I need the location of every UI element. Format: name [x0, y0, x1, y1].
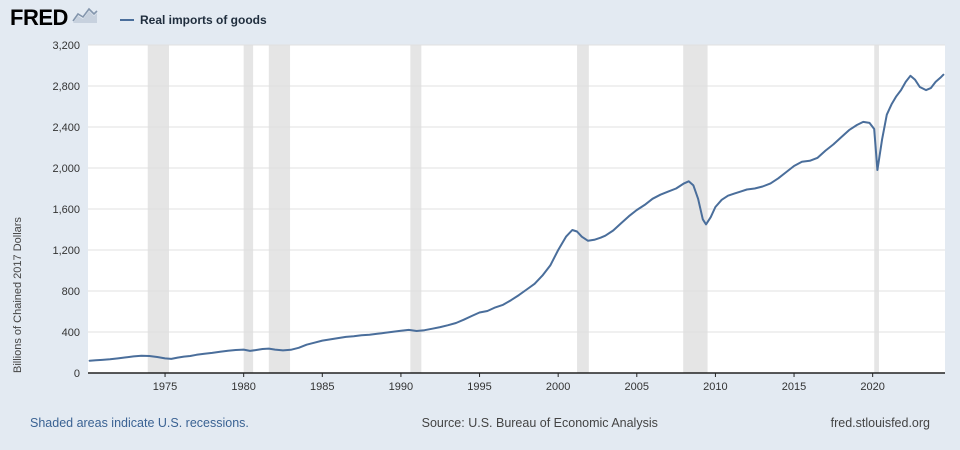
- x-tick-label: 1980: [231, 381, 255, 393]
- legend-series-label: Real imports of goods: [140, 13, 267, 27]
- y-tick-label: 0: [74, 368, 80, 380]
- fred-logo-sparkline-icon: [71, 7, 99, 30]
- chart-legend: Real imports of goods: [120, 13, 267, 27]
- y-tick-label: 1,600: [52, 204, 80, 216]
- fred-site-link[interactable]: fred.stlouisfed.org: [830, 416, 930, 430]
- x-tick-label: 2005: [625, 381, 649, 393]
- y-tick-label: 400: [62, 327, 80, 339]
- y-tick-label: 2,800: [52, 81, 80, 93]
- fred-logo[interactable]: FRED: [10, 5, 99, 31]
- x-tick-label: 1975: [153, 381, 177, 393]
- source-text: Source: U.S. Bureau of Economic Analysis: [421, 416, 658, 430]
- recession-note-link[interactable]: Shaded areas indicate U.S. recessions.: [30, 416, 249, 430]
- x-tick-label: 2020: [860, 381, 884, 393]
- y-tick-label: 1,200: [52, 245, 80, 257]
- y-tick-label: 800: [62, 286, 80, 298]
- x-tick-label: 2010: [703, 381, 727, 393]
- x-tick-label: 2015: [782, 381, 806, 393]
- chart-footer: Shaded areas indicate U.S. recessions. S…: [0, 416, 960, 430]
- series-line: [88, 73, 945, 362]
- x-tick-label: 1990: [389, 381, 413, 393]
- y-tick-label: 2,000: [52, 163, 80, 175]
- x-tick-label: 1995: [467, 381, 491, 393]
- fred-logo-text: FRED: [10, 5, 68, 30]
- x-tick-label: 1985: [310, 381, 334, 393]
- y-tick-label: 3,200: [52, 40, 80, 52]
- y-tick-label: 2,400: [52, 122, 80, 134]
- x-tick-label: 2000: [546, 381, 570, 393]
- legend-line-swatch: [120, 19, 134, 21]
